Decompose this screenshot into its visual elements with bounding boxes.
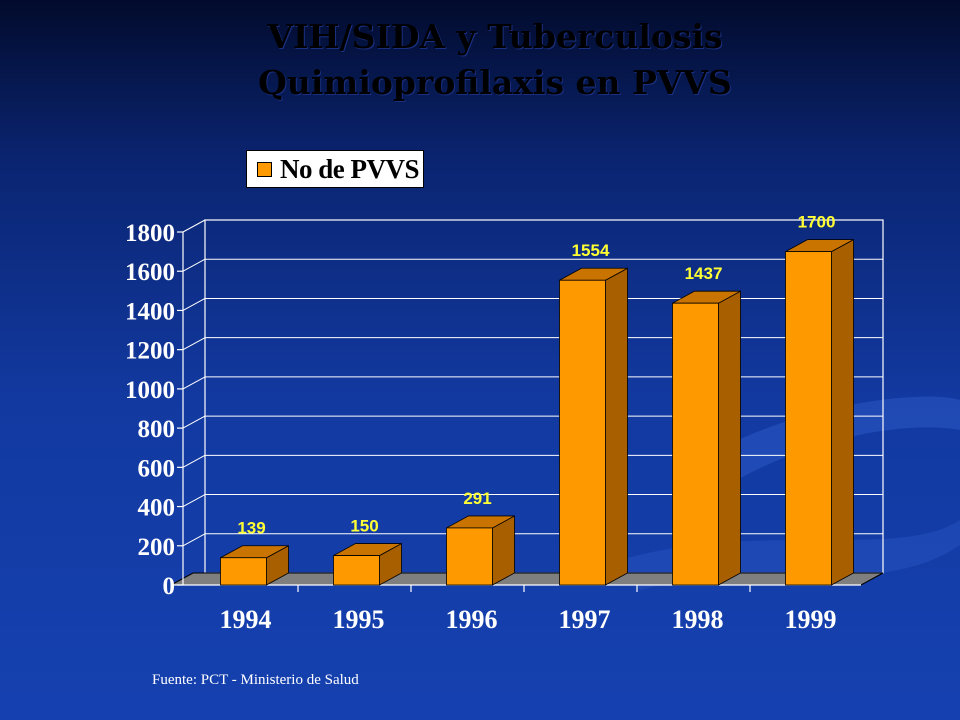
- data-label: 150: [350, 517, 378, 536]
- y-tick-label: 1000: [125, 377, 175, 404]
- chart-legend: No de PVVS: [246, 150, 424, 188]
- data-label: 1700: [798, 213, 836, 232]
- source-note: Fuente: PCT - Ministerio de Salud: [152, 672, 359, 688]
- x-tick-label: 1995: [333, 605, 385, 634]
- chart-bars: [220, 238, 854, 586]
- y-tick-label: 0: [163, 573, 176, 600]
- gridline-side: [182, 494, 206, 507]
- x-tick-label: 1998: [672, 605, 724, 634]
- title-line-2: Quimioprofilaxis en PVVS: [258, 63, 732, 102]
- y-tick-label: 1400: [125, 298, 175, 325]
- x-tick-label: 1997: [559, 605, 611, 634]
- bar: [672, 302, 719, 586]
- x-tick-label: 1996: [446, 605, 498, 634]
- x-tick-label: 1999: [785, 605, 837, 634]
- bar: [559, 279, 606, 586]
- data-label: 1554: [572, 241, 610, 260]
- y-tick-label: 400: [138, 495, 176, 522]
- bar-side: [718, 290, 741, 586]
- y-tick-label: 200: [138, 534, 176, 561]
- plot-back-wall: [204, 219, 884, 574]
- y-tick-label: 1200: [125, 338, 175, 365]
- chart-labels: 139 150 291 1554 1437 1700: [237, 213, 835, 538]
- data-label: 139: [237, 519, 265, 538]
- data-label: 1437: [685, 264, 723, 283]
- chart-grid: [170, 219, 884, 586]
- bar: [785, 251, 832, 586]
- gridline-side: [182, 337, 206, 351]
- y-tick-label: 1800: [125, 220, 175, 247]
- y-tick-label: 1600: [125, 259, 175, 286]
- y-tick-label: 600: [138, 455, 176, 482]
- bar: [220, 557, 267, 586]
- gridline-side: [182, 376, 206, 390]
- gridline-side: [182, 298, 206, 311]
- legend-swatch: [257, 161, 272, 177]
- slide-title: VIH/SIDA y Tuberculosis Quimioprofilaxis…: [0, 14, 960, 106]
- gridline-side: [182, 454, 206, 468]
- gridline-side: [182, 533, 206, 547]
- data-label: 291: [463, 489, 491, 508]
- gridline-side: [182, 258, 206, 272]
- bar: [333, 555, 380, 586]
- x-tick-label: 1994: [220, 605, 272, 634]
- bar-side: [605, 267, 628, 586]
- bar: [446, 527, 493, 586]
- title-line-1: VIH/SIDA y Tuberculosis: [267, 17, 723, 56]
- y-tick-label: 800: [138, 416, 176, 443]
- legend-label: No de PVVS: [280, 153, 420, 184]
- gridline-side: [182, 415, 206, 429]
- gridline-side: [182, 219, 206, 233]
- chart-axes: 0 200 400 600 800 1000 1200 1400 1600 1800 1994 199…: [125, 220, 861, 634]
- bar-side: [831, 238, 854, 586]
